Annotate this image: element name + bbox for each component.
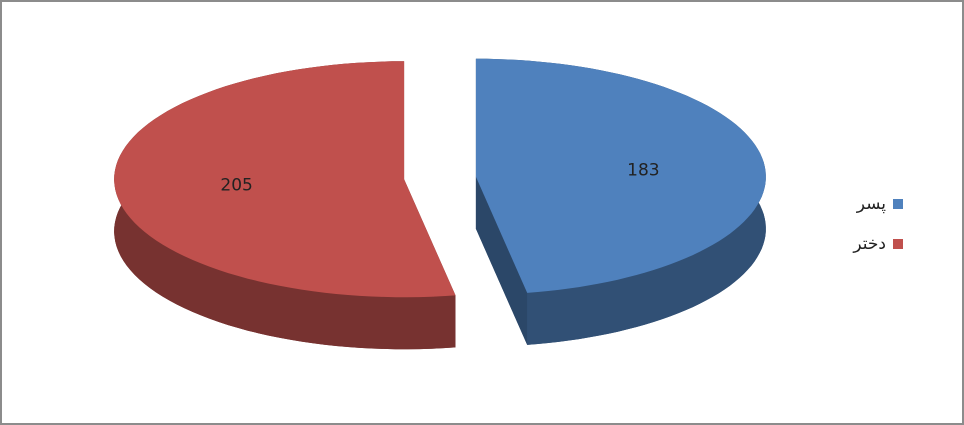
legend-label: دختر	[852, 234, 886, 254]
slice-top	[475, 58, 766, 293]
legend-swatch	[893, 239, 903, 249]
legend-swatch	[893, 199, 903, 209]
slice-wall	[475, 176, 528, 345]
value-label: 183	[627, 161, 659, 181]
slice	[475, 58, 766, 345]
slice	[114, 61, 456, 350]
slice-top	[114, 61, 456, 298]
value-label: 205	[220, 175, 252, 195]
legend-label: پسر	[856, 194, 887, 214]
